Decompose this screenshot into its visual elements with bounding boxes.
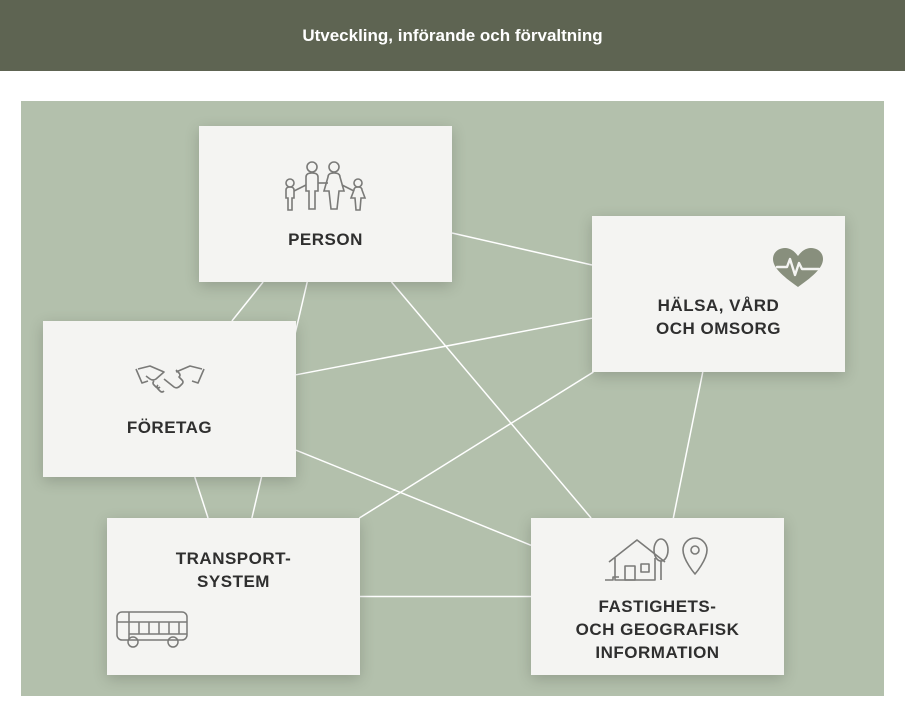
handshake-icon xyxy=(134,359,206,399)
bus-icon xyxy=(115,608,193,650)
card-label-fastighet: FASTIGHETS-OCH GEOGRAFISKINFORMATION xyxy=(576,596,740,665)
card-label-foretag: FÖRETAG xyxy=(127,417,212,440)
heart-icon xyxy=(771,247,825,289)
card-label-transport: TRANSPORT-SYSTEM xyxy=(176,548,292,594)
card-foretag: FÖRETAG xyxy=(43,321,296,477)
diagram-canvas: PERSON HÄLSA, VÅRDOCH OMSORG xyxy=(21,101,884,696)
card-halsa: HÄLSA, VÅRDOCH OMSORG xyxy=(592,216,845,372)
house-pin-icon xyxy=(603,532,713,586)
card-label-halsa: HÄLSA, VÅRDOCH OMSORG xyxy=(656,295,781,341)
family-icon xyxy=(276,157,376,215)
card-transport: TRANSPORT-SYSTEM xyxy=(107,518,360,675)
card-fastighet: FASTIGHETS-OCH GEOGRAFISKINFORMATION xyxy=(531,518,784,675)
card-person: PERSON xyxy=(199,126,452,282)
page-title: Utveckling, införande och förvaltning xyxy=(302,26,602,46)
diagram-container: PERSON HÄLSA, VÅRDOCH OMSORG xyxy=(21,101,884,696)
page-header: Utveckling, införande och förvaltning xyxy=(0,0,905,71)
card-label-person: PERSON xyxy=(288,229,363,252)
